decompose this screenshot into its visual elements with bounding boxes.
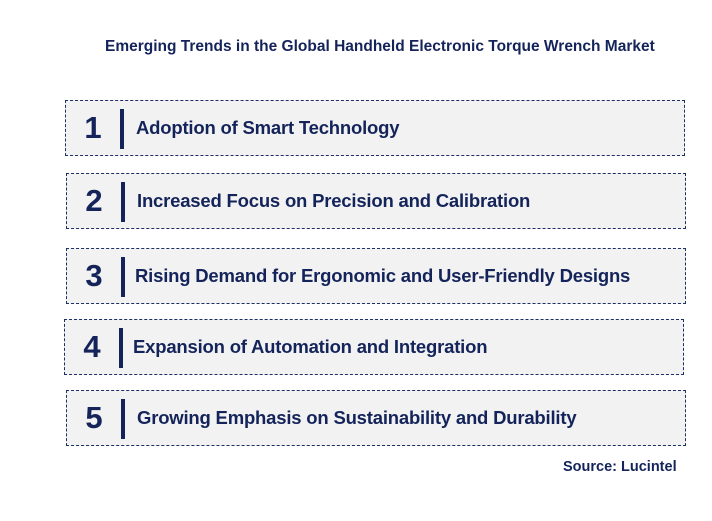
trend-number: 1 bbox=[84, 110, 102, 145]
divider-bar bbox=[121, 257, 125, 297]
trend-label: Growing Emphasis on Sustainability and D… bbox=[137, 407, 577, 428]
trend-item-5: 5 Growing Emphasis on Sustainability and… bbox=[66, 390, 686, 446]
trend-item-4: 4 Expansion of Automation and Integratio… bbox=[64, 319, 684, 375]
trend-number: 5 bbox=[85, 400, 103, 435]
divider-bar bbox=[121, 182, 125, 222]
trend-label: Rising Demand for Ergonomic and User-Fri… bbox=[135, 265, 631, 286]
trend-label: Expansion of Automation and Integration bbox=[133, 336, 488, 357]
divider-bar bbox=[121, 399, 125, 439]
trend-number: 2 bbox=[85, 183, 103, 218]
divider-bar bbox=[119, 328, 123, 368]
trend-label: Increased Focus on Precision and Calibra… bbox=[137, 190, 531, 211]
page-title: Emerging Trends in the Global Handheld E… bbox=[105, 38, 655, 55]
trend-number: 4 bbox=[83, 329, 101, 364]
trend-item-2: 2 Increased Focus on Precision and Calib… bbox=[66, 173, 686, 229]
divider-bar bbox=[120, 109, 124, 149]
trend-item-3: 3 Rising Demand for Ergonomic and User-F… bbox=[66, 248, 686, 304]
trend-item-1: 1 Adoption of Smart Technology bbox=[65, 100, 685, 156]
trend-number: 3 bbox=[85, 258, 103, 293]
source-credit: Source: Lucintel bbox=[563, 459, 677, 475]
trend-label: Adoption of Smart Technology bbox=[136, 117, 400, 138]
